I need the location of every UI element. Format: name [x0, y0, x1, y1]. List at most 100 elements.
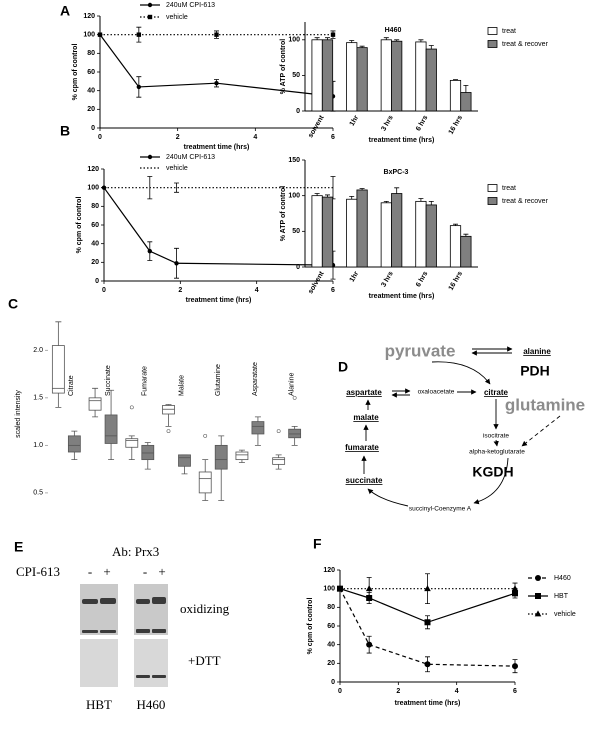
y-tick-label: 0: [95, 278, 99, 285]
legend-label: 240uM CPI-613: [166, 2, 215, 9]
point: [214, 32, 219, 37]
series-line: [103, 187, 334, 266]
arrows: [361, 346, 561, 507]
point: [511, 585, 519, 592]
error-bar: [383, 200, 389, 203]
box: [251, 421, 265, 435]
y-tick-label: 100: [87, 185, 99, 192]
x-tick-label: 0: [98, 134, 102, 141]
y-tick-label: 20: [91, 259, 99, 266]
y-tick-label: 120: [323, 567, 335, 574]
x-axis-label: treatment time (hrs): [395, 700, 461, 707]
bar: [356, 189, 368, 268]
category-label: Asparatate: [252, 362, 259, 396]
y-tick-label: 0: [331, 679, 335, 686]
x-tick-label: 0: [102, 287, 106, 294]
y-tick-label: 20: [327, 660, 335, 667]
outlier: [166, 429, 171, 434]
y-tick-label: 50: [292, 72, 300, 79]
box: [162, 405, 175, 415]
point: [147, 248, 152, 254]
whisker: [128, 435, 135, 439]
box: [235, 451, 249, 461]
bands: [82, 597, 166, 678]
x-tick-label: solvent: [307, 270, 326, 295]
whisker: [144, 459, 151, 470]
bar: [425, 48, 437, 112]
legend-label: treat & recover: [502, 198, 549, 205]
error-bar: [394, 187, 400, 194]
y-tick-label: 0: [296, 264, 300, 271]
outlier: [129, 405, 134, 410]
y-tick-label: 1.5: [33, 395, 43, 402]
bar: [356, 47, 368, 112]
y-tick-label: 100: [83, 32, 95, 39]
whisker: [291, 425, 298, 430]
lane-label: +: [103, 564, 110, 579]
y-tick-label: 80: [91, 203, 99, 210]
point: [336, 585, 344, 592]
y-tick-label: 1.0: [33, 442, 43, 449]
y-tick-label: 40: [87, 88, 95, 95]
bar: [311, 195, 323, 268]
x-tick-label: 1hr: [349, 270, 361, 283]
y-tick-label: 60: [327, 623, 335, 630]
bar: [391, 40, 403, 112]
box: [88, 397, 102, 411]
error-bar: [174, 182, 180, 193]
panel-letter: D: [338, 359, 348, 375]
legend-swatch: [487, 184, 498, 192]
box: [214, 444, 228, 470]
bar: [449, 225, 462, 268]
condition-label: oxidizing: [180, 601, 230, 616]
error-bar: [428, 200, 434, 205]
whisker: [108, 389, 115, 415]
category-label: Malate: [178, 375, 185, 396]
error-bar: [463, 233, 469, 237]
x-tick-label: 3 hrs: [380, 270, 394, 288]
whisker: [165, 414, 172, 427]
outlier: [292, 395, 297, 400]
x-tick-label: 3 hrs: [380, 114, 394, 132]
point: [330, 32, 336, 37]
x-tick-label: 2: [396, 688, 400, 695]
node: alanine: [523, 347, 551, 356]
node: alpha-ketoglutarate: [469, 449, 525, 456]
x-tick-label: 6 hrs: [415, 114, 429, 132]
y-tick-label: 50: [292, 228, 300, 235]
error-bar: [147, 176, 153, 200]
y-tick-label: 60: [87, 69, 95, 76]
bar: [425, 204, 437, 268]
x-axis-label: treatment time (hrs): [369, 137, 435, 144]
pathway-diagram: D pyruvate alanine PDH aspartate oxaloac…: [338, 341, 585, 512]
point: [365, 585, 373, 592]
legend-marker: [535, 593, 541, 599]
category-label: Citrate: [68, 375, 75, 396]
node: malate: [353, 413, 379, 422]
whisker: [275, 464, 282, 470]
error-bar: [463, 84, 469, 93]
y-tick-label: 40: [91, 241, 99, 248]
blot-image: [80, 639, 118, 687]
error-bar: [359, 188, 365, 190]
y-axis-label: % cpm of control: [307, 598, 314, 655]
x-tick-label: 6 hrs: [415, 270, 429, 288]
panel-letter: E: [14, 539, 23, 555]
x-axis-label: treatment time (hrs): [186, 297, 252, 304]
x-axis-label: treatment time (hrs): [184, 144, 250, 151]
cell-line-label: H460: [137, 697, 166, 712]
bar: [380, 39, 392, 112]
y-tick-label: 0: [91, 125, 95, 132]
category-label: Alanine: [288, 373, 295, 396]
node: pyruvate: [385, 341, 456, 360]
y-tick-label: 20: [87, 106, 95, 113]
x-tick-label: 2: [176, 134, 180, 141]
whisker: [144, 442, 151, 446]
node: succinyl-Coenzyme A: [409, 506, 472, 513]
whisker: [238, 459, 245, 463]
category-label: Fumarate: [142, 366, 149, 396]
y-tick-label: 0.5: [33, 490, 43, 497]
legend-label: 240uM CPI-613: [166, 154, 215, 161]
blot-image: [80, 584, 118, 635]
